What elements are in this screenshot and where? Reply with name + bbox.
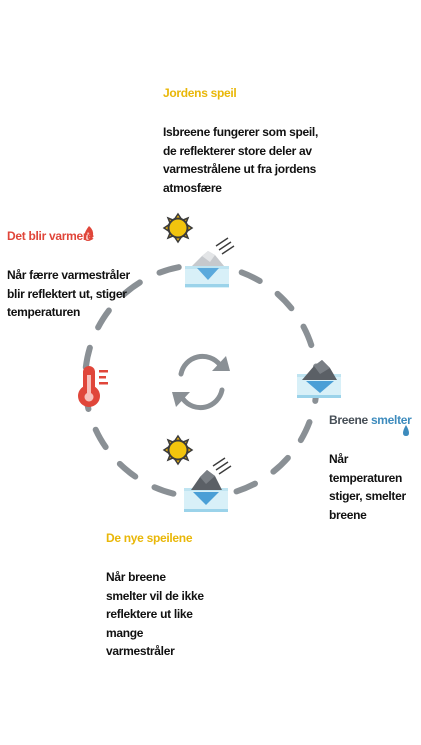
sun-small-iceberg-icon — [164, 436, 231, 512]
iceberg-icon — [185, 251, 229, 288]
sun-rays-icon — [216, 238, 234, 254]
sun-rays-icon — [213, 458, 231, 474]
melting-iceberg-icon — [297, 360, 341, 398]
iceberg-icon — [184, 470, 228, 512]
right-description: Når temperaturen stiger, smelter breene — [329, 450, 414, 524]
bottom-description: Når breene smelter vil de ikke reflekter… — [106, 568, 206, 661]
top-description: Isbreene fungerer som speil, de reflekte… — [163, 123, 323, 197]
right-title-part1: Breene — [329, 413, 368, 427]
top-title: Jordens speil — [163, 86, 236, 100]
right-title: Breene smelter — [329, 413, 412, 427]
thermometer-icon — [78, 366, 108, 407]
left-description: Når færre varmestråler blir reflektert u… — [7, 266, 132, 322]
left-title: Det blir varmere — [7, 229, 94, 243]
sun-icon — [164, 214, 192, 242]
cycle-arrows-icon — [181, 356, 222, 407]
bottom-title: De nye speilene — [106, 531, 192, 545]
right-title-part2: smelter — [371, 413, 412, 427]
sun-icon — [164, 436, 192, 464]
sun-iceberg-icon — [164, 214, 234, 288]
